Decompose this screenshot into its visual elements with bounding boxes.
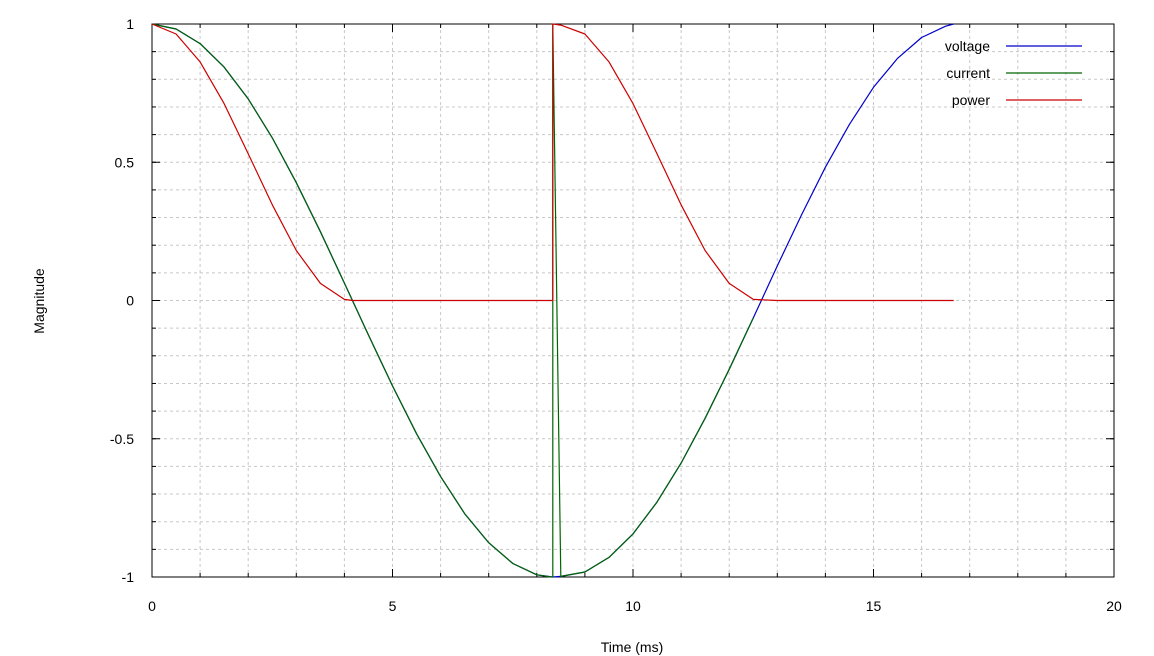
x-tick-label: 0 — [148, 598, 156, 614]
legend-label-current: current — [946, 65, 990, 81]
y-axis-title: Magnitude — [31, 268, 47, 334]
y-tick-label: 1 — [126, 16, 134, 32]
series-layer — [151, 23, 954, 578]
x-axis-title: Time (ms) — [601, 639, 663, 655]
legend-label-voltage: voltage — [945, 38, 990, 54]
series-line-current — [151, 23, 754, 578]
legend-label-power: power — [952, 92, 990, 108]
x-tick-label: 20 — [1106, 598, 1122, 614]
y-tick-label: -0.5 — [110, 431, 134, 447]
y-tick-label: -1 — [122, 569, 135, 585]
y-tick-label: 0 — [126, 293, 134, 309]
x-tick-label: 10 — [625, 598, 641, 614]
x-tick-label: 5 — [389, 598, 397, 614]
y-tick-label: 0.5 — [115, 154, 135, 170]
axes: 0 5 10 15 20 -1 -0.5 0 0.5 1 — [110, 16, 1122, 614]
series-line-power — [151, 23, 954, 302]
x-tick-label: 15 — [866, 598, 882, 614]
legend: voltage current power — [945, 38, 1082, 108]
